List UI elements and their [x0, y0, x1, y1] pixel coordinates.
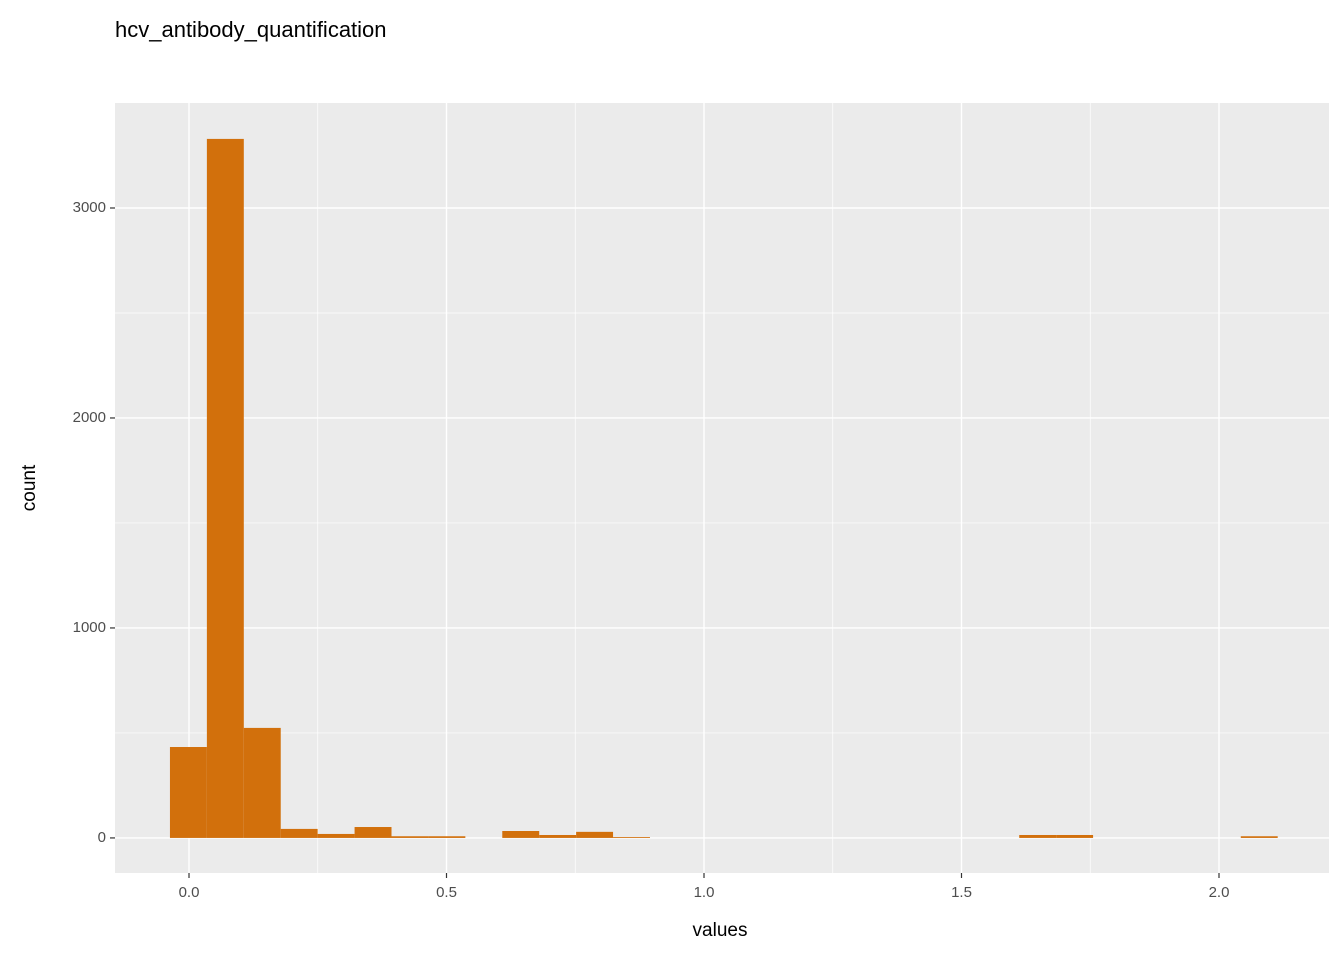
bar — [1019, 834, 1057, 838]
x-tick-label: 1.5 — [951, 884, 972, 901]
y-tick-label: 3000 — [73, 199, 106, 216]
y-tick-label: 0 — [98, 829, 106, 846]
bar — [1056, 834, 1094, 838]
bar — [317, 833, 355, 838]
bar — [1240, 836, 1278, 838]
bar — [354, 827, 392, 838]
x-tick-label: 0.5 — [436, 884, 457, 901]
bar — [502, 831, 540, 838]
bar — [206, 138, 244, 838]
chart-title: hcv_antibody_quantification — [115, 17, 387, 42]
bar — [169, 747, 207, 838]
y-tick-label: 2000 — [73, 409, 106, 426]
y-axis-label: count — [19, 464, 40, 511]
x-tick-label: 1.0 — [694, 884, 715, 901]
x-axis-label: values — [693, 920, 748, 941]
y-tick-label: 1000 — [73, 619, 106, 636]
bar — [391, 836, 429, 838]
bar — [243, 727, 281, 838]
bar — [280, 828, 318, 838]
bar — [613, 837, 650, 838]
bar — [576, 831, 614, 838]
bar — [539, 834, 577, 838]
plot-panel — [115, 103, 1329, 873]
bar — [428, 836, 466, 838]
x-tick-label: 0.0 — [179, 884, 200, 901]
x-tick-label: 2.0 — [1209, 884, 1230, 901]
